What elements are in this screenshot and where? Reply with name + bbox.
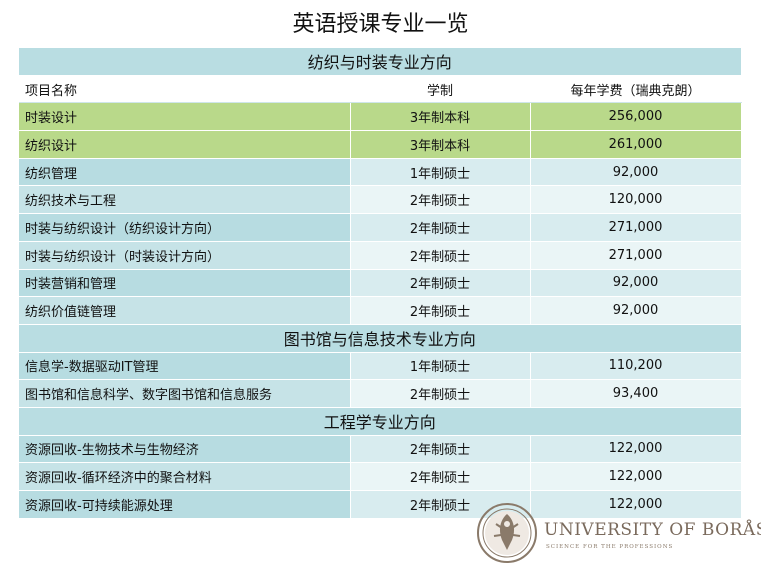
section-header: 工程学专业方向 xyxy=(19,407,742,436)
program-name: 资源回收-生物技术与生物经济 xyxy=(19,435,351,464)
university-name: UNIVERSITY OF BORÅS xyxy=(544,520,761,540)
program-duration: 2年制硕士 xyxy=(350,462,531,491)
page-title: 英语授课专业一览 xyxy=(292,12,469,37)
university-logo: UNIVERSITY OF BORÅS SCIENCE FOR THE PROF… xyxy=(476,502,761,564)
program-fee: 122,000 xyxy=(530,462,742,491)
table-row: 纺织设计 3年制本科 261,000 xyxy=(19,130,742,159)
program-name: 纺织技术与工程 xyxy=(19,185,351,215)
program-fee: 92,000 xyxy=(530,296,742,325)
column-header-fee: 每年学费（瑞典克朗） xyxy=(530,75,742,104)
program-duration: 3年制本科 xyxy=(350,130,531,159)
programs-table: 纺织与时装专业方向 项目名称 学制 每年学费（瑞典克朗） 时装设计 3年制本科 … xyxy=(19,48,742,519)
program-duration: 2年制硕士 xyxy=(350,213,531,242)
program-fee: 122,000 xyxy=(530,435,742,464)
program-fee: 110,200 xyxy=(530,352,742,381)
program-duration: 2年制硕士 xyxy=(350,241,531,270)
program-name: 时装设计 xyxy=(19,102,351,132)
column-header-row: 项目名称 学制 每年学费（瑞典克朗） xyxy=(19,75,742,104)
program-fee: 92,000 xyxy=(530,158,742,187)
table-row: 资源回收-生物技术与生物经济 2年制硕士 122,000 xyxy=(19,435,742,464)
university-seal-icon xyxy=(477,503,537,563)
section-title: 图书馆与信息技术专业方向 xyxy=(19,324,742,353)
program-fee: 92,000 xyxy=(530,269,742,298)
program-name: 资源回收-循环经济中的聚合材料 xyxy=(19,462,351,491)
table-row: 时装营销和管理 2年制硕士 92,000 xyxy=(19,269,742,298)
program-name: 纺织设计 xyxy=(19,130,351,159)
program-name: 纺织价值链管理 xyxy=(19,296,351,325)
program-fee: 261,000 xyxy=(530,130,742,159)
table-row: 时装与纺织设计（时装设计方向） 2年制硕士 271,000 xyxy=(19,241,742,270)
section-title: 工程学专业方向 xyxy=(19,407,742,436)
program-duration: 3年制本科 xyxy=(350,102,531,132)
program-duration: 1年制硕士 xyxy=(350,352,531,381)
table-row: 纺织技术与工程 2年制硕士 120,000 xyxy=(19,185,742,215)
program-duration: 2年制硕士 xyxy=(350,296,531,325)
program-name: 纺织管理 xyxy=(19,158,351,187)
section-title: 纺织与时装专业方向 xyxy=(19,48,742,76)
section-header: 纺织与时装专业方向 xyxy=(19,48,742,76)
column-header-program: 项目名称 xyxy=(19,75,351,104)
section-header: 图书馆与信息技术专业方向 xyxy=(19,324,742,353)
program-duration: 2年制硕士 xyxy=(350,185,531,215)
program-name: 资源回收-可持续能源处理 xyxy=(19,490,351,519)
program-duration: 2年制硕士 xyxy=(350,269,531,298)
program-duration: 2年制硕士 xyxy=(350,379,531,408)
table-row: 图书馆和信息科学、数字图书馆和信息服务 2年制硕士 93,400 xyxy=(19,379,742,408)
program-name: 图书馆和信息科学、数字图书馆和信息服务 xyxy=(19,379,351,408)
table-row: 纺织价值链管理 2年制硕士 92,000 xyxy=(19,296,742,325)
program-name: 信息学-数据驱动IT管理 xyxy=(19,352,351,381)
program-name: 时装与纺织设计（纺织设计方向） xyxy=(19,213,351,242)
program-duration: 1年制硕士 xyxy=(350,158,531,187)
table-row: 资源回收-循环经济中的聚合材料 2年制硕士 122,000 xyxy=(19,462,742,491)
table-row: 时装设计 3年制本科 256,000 xyxy=(19,102,742,132)
program-duration: 2年制硕士 xyxy=(350,435,531,464)
university-tagline: SCIENCE FOR THE PROFESSIONS xyxy=(546,544,674,550)
program-fee: 120,000 xyxy=(530,185,742,215)
program-fee: 122,000 xyxy=(530,490,742,519)
column-header-duration: 学制 xyxy=(350,75,531,104)
program-name: 时装营销和管理 xyxy=(19,269,351,298)
program-fee: 271,000 xyxy=(530,241,742,270)
table-row: 信息学-数据驱动IT管理 1年制硕士 110,200 xyxy=(19,352,742,381)
program-fee: 271,000 xyxy=(530,213,742,242)
table-row: 纺织管理 1年制硕士 92,000 xyxy=(19,158,742,187)
program-fee: 256,000 xyxy=(530,102,742,132)
program-fee: 93,400 xyxy=(530,379,742,408)
table-row: 时装与纺织设计（纺织设计方向） 2年制硕士 271,000 xyxy=(19,213,742,242)
program-name: 时装与纺织设计（时装设计方向） xyxy=(19,241,351,270)
